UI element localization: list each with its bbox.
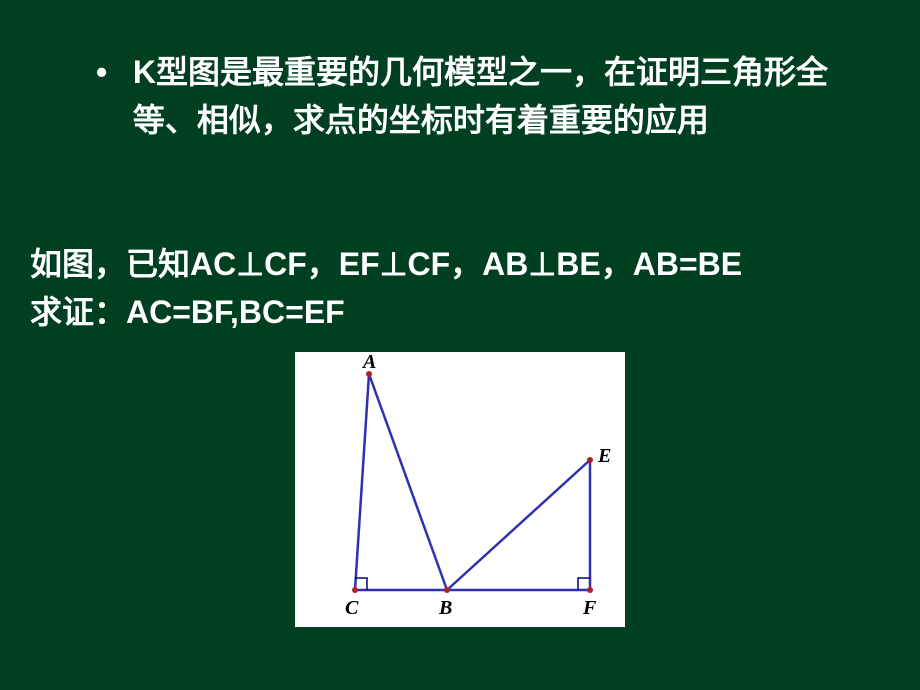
bullet-paragraph: • K型图是最重要的几何模型之一，在证明三角形全等、相似，求点的坐标时有着重要的… (96, 48, 856, 144)
segment-BE (447, 460, 590, 590)
label-A: A (361, 352, 376, 373)
point-B (444, 587, 450, 593)
diagram-svg: A C B F E (295, 352, 625, 627)
bullet-marker: • (96, 48, 124, 96)
problem-line-1: 如图，已知AC⊥CF，EF⊥CF，AB⊥BE，AB=BE (30, 240, 900, 288)
point-F (587, 587, 593, 593)
problem-line-2: 求证：AC=BF,BC=EF (30, 288, 900, 336)
label-F: F (582, 597, 597, 619)
label-C: C (345, 597, 359, 619)
problem-statement: 如图，已知AC⊥CF，EF⊥CF，AB⊥BE，AB=BE 求证：AC=BF,BC… (30, 240, 900, 336)
label-E: E (597, 445, 611, 467)
point-E (587, 457, 593, 463)
bullet-text: K型图是最重要的几何模型之一，在证明三角形全等、相似，求点的坐标时有着重要的应用 (133, 48, 833, 144)
geometry-diagram: A C B F E (295, 352, 625, 627)
segment-AB (369, 374, 447, 590)
label-B: B (438, 597, 452, 619)
segment-AC (355, 374, 369, 590)
point-C (352, 587, 358, 593)
